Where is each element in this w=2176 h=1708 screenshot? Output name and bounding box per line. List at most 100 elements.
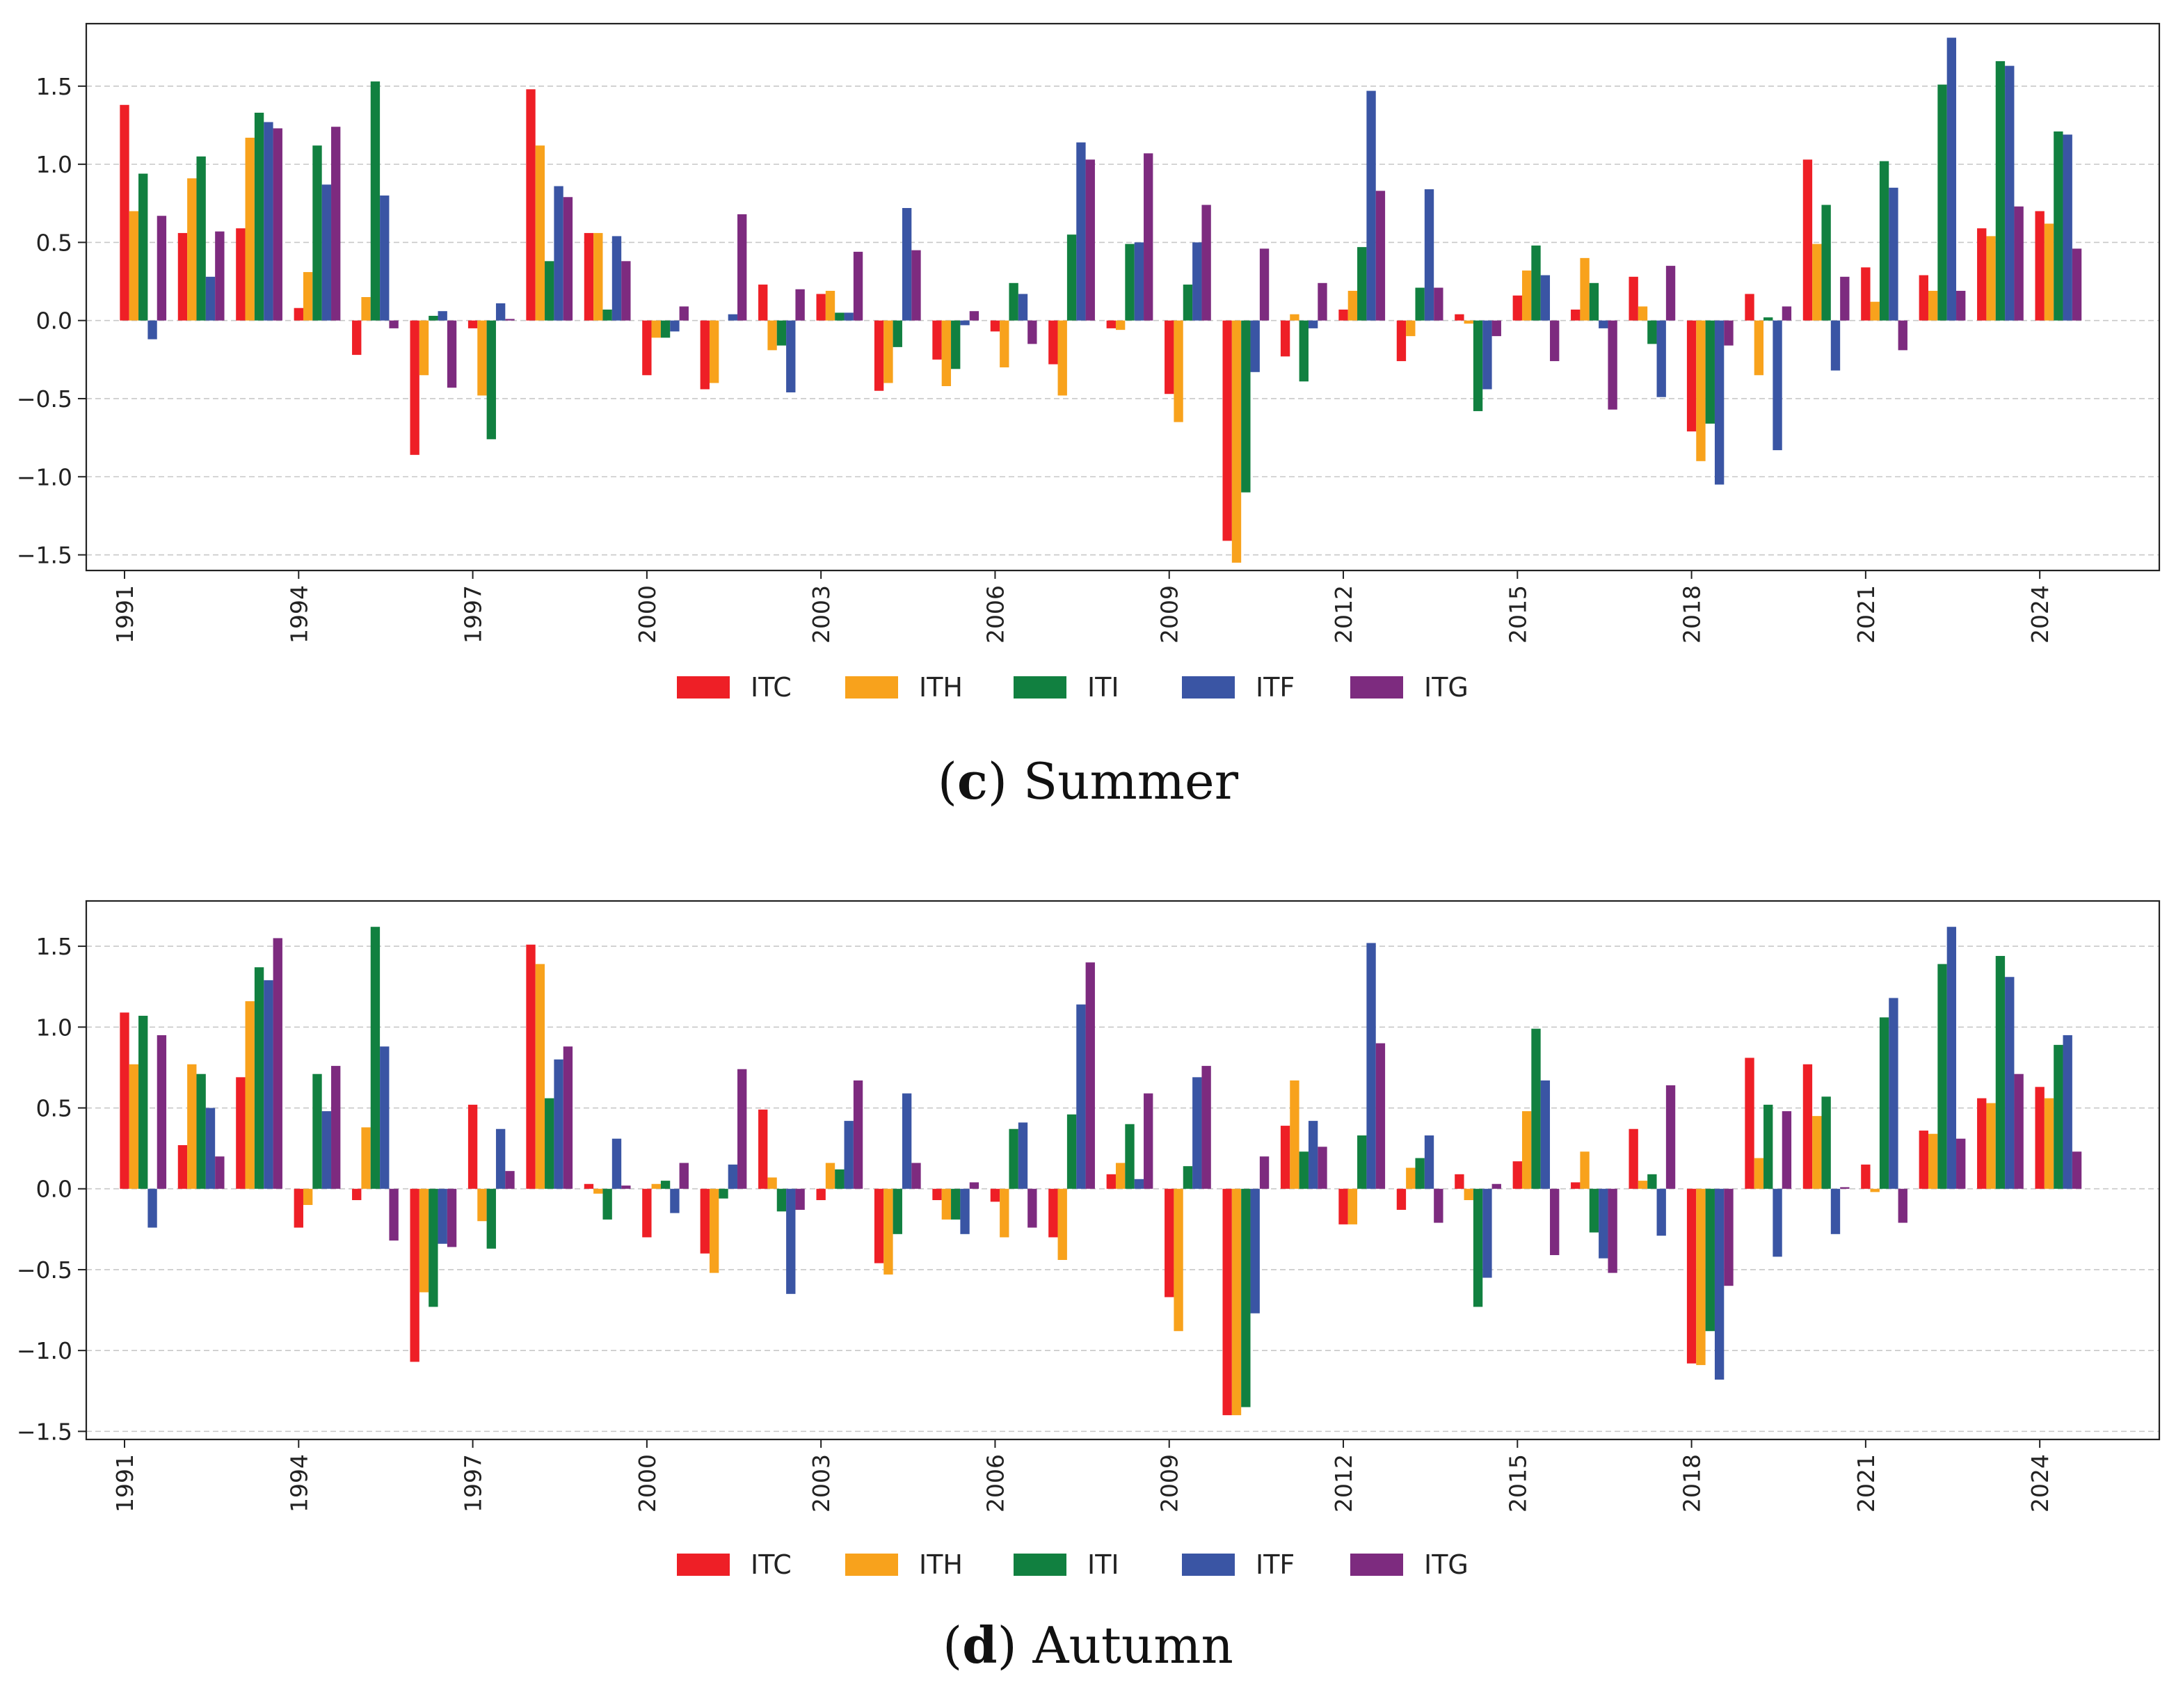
summer-bar-itg-1993 (273, 128, 282, 321)
autumn-bar-itc-1994 (294, 1188, 303, 1228)
summer-bar-ith-2006 (1000, 320, 1009, 368)
autumn-bar-ith-2005 (941, 1188, 952, 1220)
summer-bar-ith-2001 (709, 320, 719, 383)
summer-bar-itf-2004 (902, 207, 912, 321)
autumn-bar-itc-2016 (1571, 1182, 1581, 1189)
summer-bar-iti-2011 (1299, 320, 1309, 382)
autumn-bar-iti-2016 (1589, 1188, 1599, 1233)
autumn-bar-iti-2024 (2054, 1044, 2063, 1189)
summer-bar-ith-2010 (1231, 320, 1242, 563)
summer-caption-text: Summer (1023, 752, 1239, 811)
autumn-bar-ith-2018 (1696, 1188, 1706, 1366)
autumn-legend-swatch-itf (1182, 1554, 1235, 1576)
summer-bar-iti-2005 (951, 320, 961, 369)
summer-bar-itf-2021 (1889, 187, 1898, 321)
summer-bar-itg-2016 (1608, 320, 1617, 410)
autumn-bar-itf-2007 (1076, 1004, 1086, 1189)
autumn-bar-itc-2020 (1802, 1064, 1813, 1189)
autumn-bar-ith-2008 (1115, 1163, 1126, 1189)
autumn-xtick-label: 1997 (460, 1454, 487, 1513)
autumn-xtick-label: 2024 (2026, 1454, 2054, 1513)
autumn-bar-itf-1995 (380, 1046, 390, 1189)
autumn-xtick-label: 2018 (1679, 1454, 1706, 1513)
summer-bar-iti-1991 (138, 173, 148, 321)
summer-bar-iti-2007 (1066, 234, 1077, 321)
summer-bar-itc-2014 (1455, 314, 1464, 321)
autumn-legend-label-itg: ITG (1424, 1549, 1469, 1580)
summer-bar-itf-2011 (1308, 320, 1318, 328)
summer-bar-itc-1996 (410, 320, 419, 455)
summer-bar-iti-2020 (1821, 205, 1831, 321)
summer-bar-itc-2005 (932, 320, 942, 360)
summer-xtick-label: 2018 (1679, 585, 1706, 644)
summer-bar-itc-1994 (294, 308, 303, 321)
summer-xtick-label: 2015 (1504, 585, 1531, 644)
summer-ytick-label: −1.5 (17, 542, 72, 569)
autumn-bar-ith-1996 (419, 1188, 429, 1293)
summer-bar-itg-2024 (2072, 248, 2082, 321)
summer-bar-itg-2008 (1144, 153, 1153, 321)
summer-bar-ith-2007 (1057, 320, 1067, 396)
summer-bar-iti-2021 (1879, 161, 1889, 321)
autumn-bar-ith-1999 (593, 1188, 603, 1194)
autumn-bar-iti-2015 (1531, 1028, 1541, 1189)
summer-bar-iti-2022 (1937, 84, 1947, 321)
summer-bar-itc-1999 (584, 232, 594, 321)
autumn-bar-itf-2014 (1482, 1188, 1492, 1278)
autumn-bar-itf-2021 (1889, 998, 1898, 1189)
autumn-bar-iti-1997 (486, 1188, 496, 1249)
summer-bar-ith-2012 (1347, 291, 1358, 321)
autumn-bar-iti-1993 (254, 967, 264, 1189)
autumn-legend: ITC ITH ITI ITF ITG (677, 1549, 1469, 1580)
summer-bar-itf-2008 (1134, 242, 1144, 321)
summer-bar-ith-1994 (303, 272, 313, 321)
summer-caption-letter: c (957, 751, 988, 811)
summer-legend-label-iti: ITI (1087, 672, 1119, 703)
summer-bar-ith-2020 (1812, 244, 1822, 321)
autumn-bar-itf-1994 (321, 1111, 332, 1189)
summer-bar-ith-2011 (1290, 314, 1299, 321)
summer-bar-itc-2017 (1629, 276, 1638, 321)
summer-bar-itc-2011 (1280, 320, 1290, 357)
autumn-ytick-label: −1.0 (17, 1337, 72, 1364)
autumn-bar-itc-2023 (1977, 1098, 1987, 1189)
summer-bar-itc-2021 (1861, 267, 1871, 321)
summer-bar-iti-1998 (545, 261, 554, 321)
summer-bar-iti-1995 (370, 81, 381, 321)
autumn-bar-itg-2024 (2072, 1151, 2082, 1189)
summer-bar-itf-1997 (495, 303, 506, 321)
autumn-bar-ith-2015 (1521, 1111, 1532, 1189)
autumn-bar-iti-2018 (1705, 1188, 1715, 1332)
autumn-bar-itc-2008 (1106, 1174, 1116, 1189)
autumn-xtick-label: 2003 (808, 1454, 835, 1513)
autumn-bar-iti-2002 (776, 1188, 787, 1212)
summer-bar-itc-2018 (1686, 320, 1697, 432)
summer-bar-iti-2018 (1705, 320, 1715, 424)
summer-bar-itc-2001 (700, 320, 710, 390)
summer-xtick-label: 2012 (1330, 585, 1357, 644)
summer-bar-iti-2023 (1995, 61, 2006, 321)
autumn-bar-itg-2021 (1898, 1188, 1907, 1223)
autumn-bar-itf-2024 (2063, 1035, 2072, 1189)
autumn-legend-swatch-iti (1014, 1554, 1066, 1576)
summer-bar-ith-1991 (129, 211, 139, 321)
autumn-bar-ith-2020 (1812, 1116, 1822, 1189)
summer-bar-itf-1992 (205, 276, 216, 321)
summer-xtick-label: 2024 (2026, 585, 2054, 644)
autumn-plot-frame (85, 900, 2161, 1441)
autumn-bar-itc-2015 (1512, 1161, 1522, 1189)
summer-bar-itc-2010 (1222, 320, 1232, 541)
autumn-bar-itg-1997 (505, 1171, 515, 1189)
autumn-bar-itc-1991 (120, 1012, 129, 1189)
summer-bar-iti-2000 (660, 320, 671, 338)
summer-bar-iti-1994 (312, 145, 322, 321)
autumn-bar-ith-2007 (1057, 1188, 1067, 1260)
autumn-bar-itf-1991 (147, 1188, 157, 1228)
autumn-bar-itf-2004 (902, 1093, 912, 1189)
autumn-bar-ith-2013 (1406, 1167, 1416, 1189)
autumn-bar-itc-1996 (410, 1188, 419, 1362)
autumn-bar-itf-2002 (786, 1188, 796, 1294)
autumn-bar-itc-2009 (1165, 1188, 1174, 1298)
autumn-bar-iti-2011 (1299, 1151, 1309, 1189)
autumn-bar-itc-2003 (816, 1188, 826, 1200)
